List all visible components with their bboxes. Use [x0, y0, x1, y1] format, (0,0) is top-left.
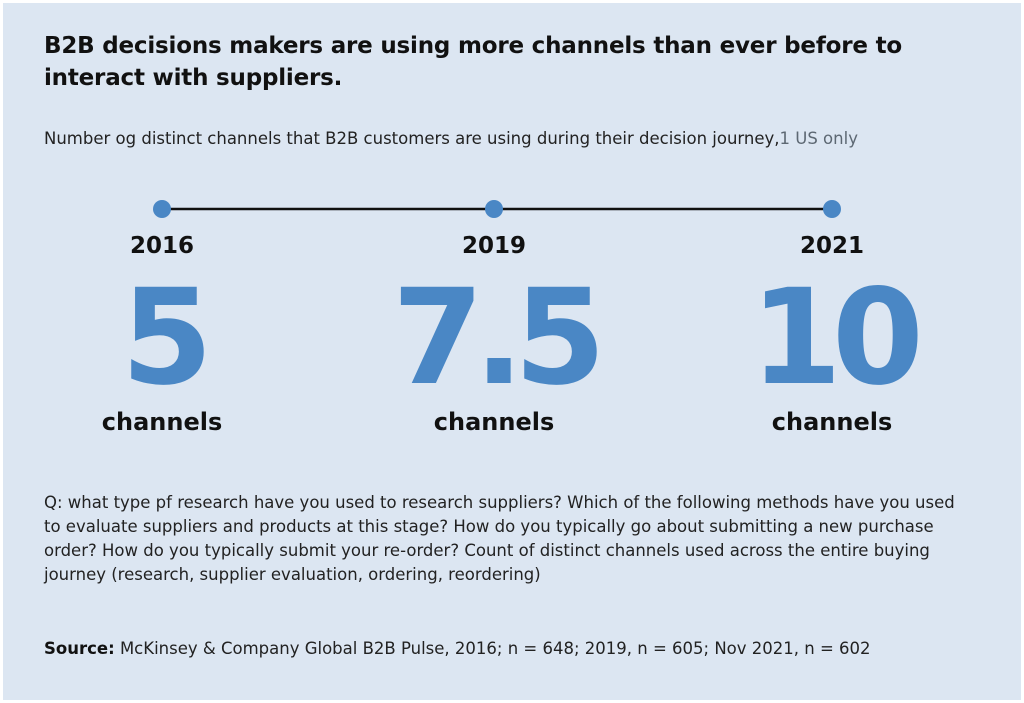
year-label-2016: 2016: [129, 233, 194, 259]
subtitle: Number og distinct channels that B2B cus…: [44, 127, 994, 151]
channels-label-2021: channels: [771, 408, 893, 436]
subtitle-text: Number og distinct channels that B2B cus…: [44, 129, 780, 148]
channel-count-2016: 5: [121, 261, 213, 415]
timeline-dot-2019: [485, 200, 503, 218]
source-text: McKinsey & Company Global B2B Pulse, 201…: [119, 639, 871, 658]
source-note: Source: McKinsey & Company Global B2B Pu…: [44, 637, 1004, 661]
timeline-dot-2021: [823, 200, 841, 218]
timeline-dots: [153, 200, 841, 218]
channels-label-2016: channels: [101, 408, 223, 436]
subtitle-footnote: 1 US only: [779, 129, 858, 148]
timeline-dot-2016: [153, 200, 171, 218]
channel-count-2019: 7.5: [392, 261, 606, 415]
source-label: Source:: [44, 639, 115, 658]
survey-question: Q: what type pf research have you used t…: [44, 493, 955, 584]
infographic-panel: [3, 3, 1021, 700]
year-label-2021: 2021: [799, 233, 864, 259]
timeline: [153, 200, 841, 218]
year-label-2019: 2019: [461, 233, 526, 259]
page-title: B2B decisions makers are using more chan…: [44, 33, 902, 91]
channels-label-2019: channels: [433, 408, 555, 436]
channel-count-2021: 10: [750, 261, 924, 415]
